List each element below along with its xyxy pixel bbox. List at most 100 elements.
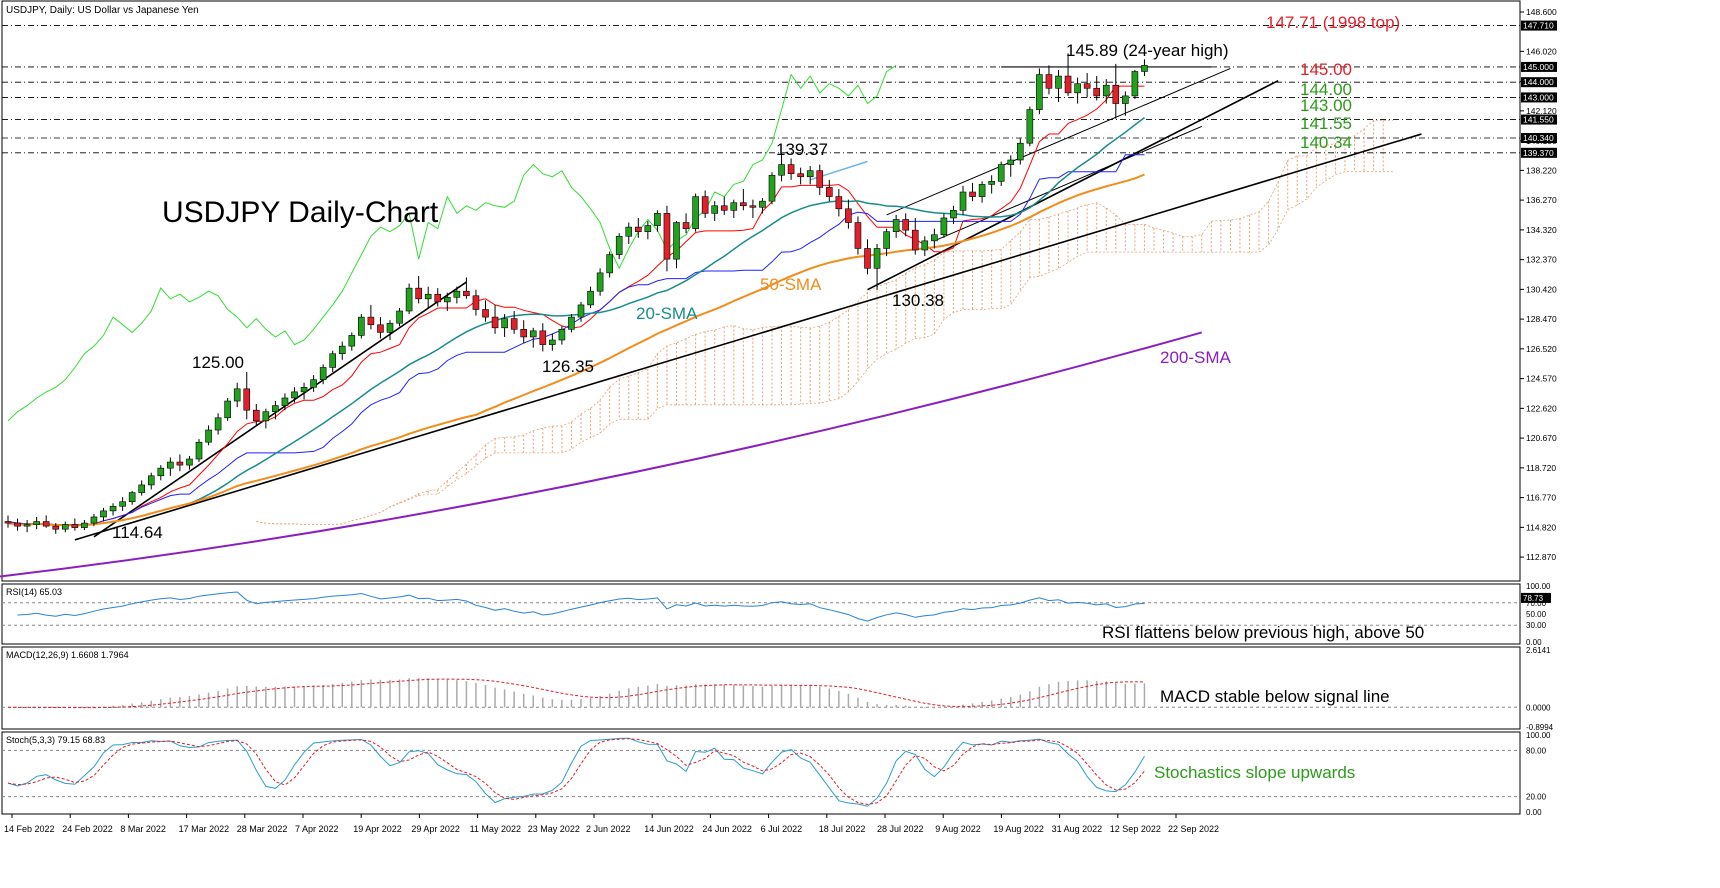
price-box-label: 145.000 bbox=[1523, 62, 1554, 72]
candle-body bbox=[539, 330, 547, 345]
price-tick-label: 130.420 bbox=[1526, 284, 1557, 294]
candle-body bbox=[634, 226, 642, 232]
candle-body bbox=[262, 411, 270, 422]
candle-body bbox=[625, 226, 633, 237]
candle-body bbox=[443, 296, 451, 303]
candle-body bbox=[911, 229, 919, 251]
candle-body bbox=[1064, 75, 1072, 94]
price-box bbox=[1521, 114, 1557, 125]
candle-body bbox=[348, 335, 356, 347]
candle-body bbox=[883, 231, 890, 249]
candle-body bbox=[759, 200, 766, 208]
label-139-37: 139.37 bbox=[776, 140, 828, 159]
channel-upper bbox=[886, 67, 1231, 216]
candle-body bbox=[138, 484, 145, 493]
date-label: 7 Apr 2022 bbox=[295, 824, 339, 834]
candle-body bbox=[482, 309, 489, 318]
candle-body bbox=[424, 293, 432, 300]
candle-body bbox=[596, 272, 604, 292]
senkou-span-b bbox=[256, 171, 1393, 525]
candle-body bbox=[940, 217, 948, 236]
trendline-major bbox=[74, 133, 1422, 541]
candle-body bbox=[243, 388, 251, 411]
date-label: 12 Sep 2022 bbox=[1110, 824, 1161, 834]
date-label: 11 May 2022 bbox=[470, 824, 521, 834]
candle-body bbox=[816, 170, 824, 188]
candle-body bbox=[377, 324, 384, 333]
date-label: 19 Apr 2022 bbox=[353, 824, 402, 834]
date-label: 24 Feb 2022 bbox=[62, 824, 113, 834]
macd-tick-label: -0.8994 bbox=[1526, 723, 1554, 732]
candle-body bbox=[1131, 71, 1139, 97]
candle-body bbox=[1045, 74, 1053, 89]
candle-body bbox=[1026, 109, 1034, 144]
price-tick-label: 112.870 bbox=[1526, 552, 1556, 562]
stoch-tick-label: 80.00 bbox=[1526, 746, 1547, 755]
date-label: 8 Mar 2022 bbox=[120, 824, 166, 834]
candle-body bbox=[214, 417, 222, 431]
candle-body bbox=[892, 219, 900, 232]
price-box bbox=[1521, 20, 1557, 31]
candle-body bbox=[1074, 83, 1081, 94]
candle-body bbox=[472, 295, 480, 310]
candle-body bbox=[549, 339, 556, 345]
candle-body bbox=[367, 316, 375, 326]
price-box bbox=[1521, 77, 1557, 88]
candle-body bbox=[902, 219, 910, 231]
candle-body bbox=[711, 205, 719, 214]
date-label: 14 Jun 2022 bbox=[644, 824, 694, 834]
candle-body bbox=[720, 205, 728, 211]
candle-body bbox=[806, 170, 814, 178]
rsi-tick-label: 50.00 bbox=[1526, 610, 1547, 619]
candle-body bbox=[61, 524, 69, 530]
date-label: 9 Aug 2022 bbox=[935, 824, 981, 834]
candle-body bbox=[157, 467, 165, 477]
candle-body bbox=[663, 213, 671, 260]
label-1998-top: 147.71 (1998 top) bbox=[1266, 13, 1400, 32]
candle-body bbox=[577, 304, 585, 318]
candle-body bbox=[81, 522, 88, 528]
candle-body bbox=[778, 164, 785, 176]
rsi-tick-label: 100.00 bbox=[1526, 582, 1551, 591]
price-tick-label: 120.670 bbox=[1526, 433, 1557, 443]
price-box bbox=[1521, 147, 1557, 158]
candle-body bbox=[950, 210, 957, 219]
date-label: 29 Apr 2022 bbox=[411, 824, 460, 834]
date-label: 28 Mar 2022 bbox=[237, 824, 288, 834]
candle-body bbox=[358, 316, 365, 336]
candle-body bbox=[864, 248, 871, 269]
macd-panel bbox=[1, 646, 1521, 730]
candle-body bbox=[692, 196, 699, 229]
candle-body bbox=[529, 330, 537, 338]
label-20-sma: 20-SMA bbox=[636, 304, 698, 323]
horizontal-levels bbox=[2, 25, 1520, 154]
macd-signal bbox=[7, 678, 1145, 709]
candle-body bbox=[405, 287, 413, 312]
candle-body bbox=[701, 196, 709, 214]
candle-body bbox=[128, 492, 136, 503]
date-label: 18 Jul 2022 bbox=[819, 824, 866, 834]
label-high-24y: 145.89 (24-year high) bbox=[1066, 41, 1229, 60]
price-axis: 148.600146.020144.050142.120140.150138.2… bbox=[1520, 7, 1557, 562]
price-box-label: 140.340 bbox=[1523, 133, 1554, 143]
rsi-header: RSI(14) 65.03 bbox=[6, 587, 62, 597]
candle-body bbox=[969, 191, 976, 197]
candle-body bbox=[167, 461, 174, 469]
candle-body bbox=[300, 386, 308, 393]
label-141-55: 141.55 bbox=[1300, 114, 1352, 133]
candle-body bbox=[491, 316, 499, 329]
candle-body bbox=[272, 405, 279, 413]
price-tick-label: 148.600 bbox=[1526, 7, 1557, 17]
trendline-early bbox=[93, 281, 467, 538]
candle-body bbox=[338, 345, 346, 355]
price-box-label: 139.370 bbox=[1523, 148, 1554, 158]
candle-body bbox=[654, 213, 661, 226]
candle-body bbox=[501, 318, 508, 329]
candle-body bbox=[845, 208, 852, 223]
price-tick-label: 124.570 bbox=[1526, 374, 1557, 384]
label-200-sma: 200-SMA bbox=[1160, 348, 1232, 367]
stoch-note: Stochastics slope upwards bbox=[1154, 763, 1355, 782]
label-50-sma: 50-SMA bbox=[760, 275, 822, 294]
price-box bbox=[1521, 61, 1557, 72]
